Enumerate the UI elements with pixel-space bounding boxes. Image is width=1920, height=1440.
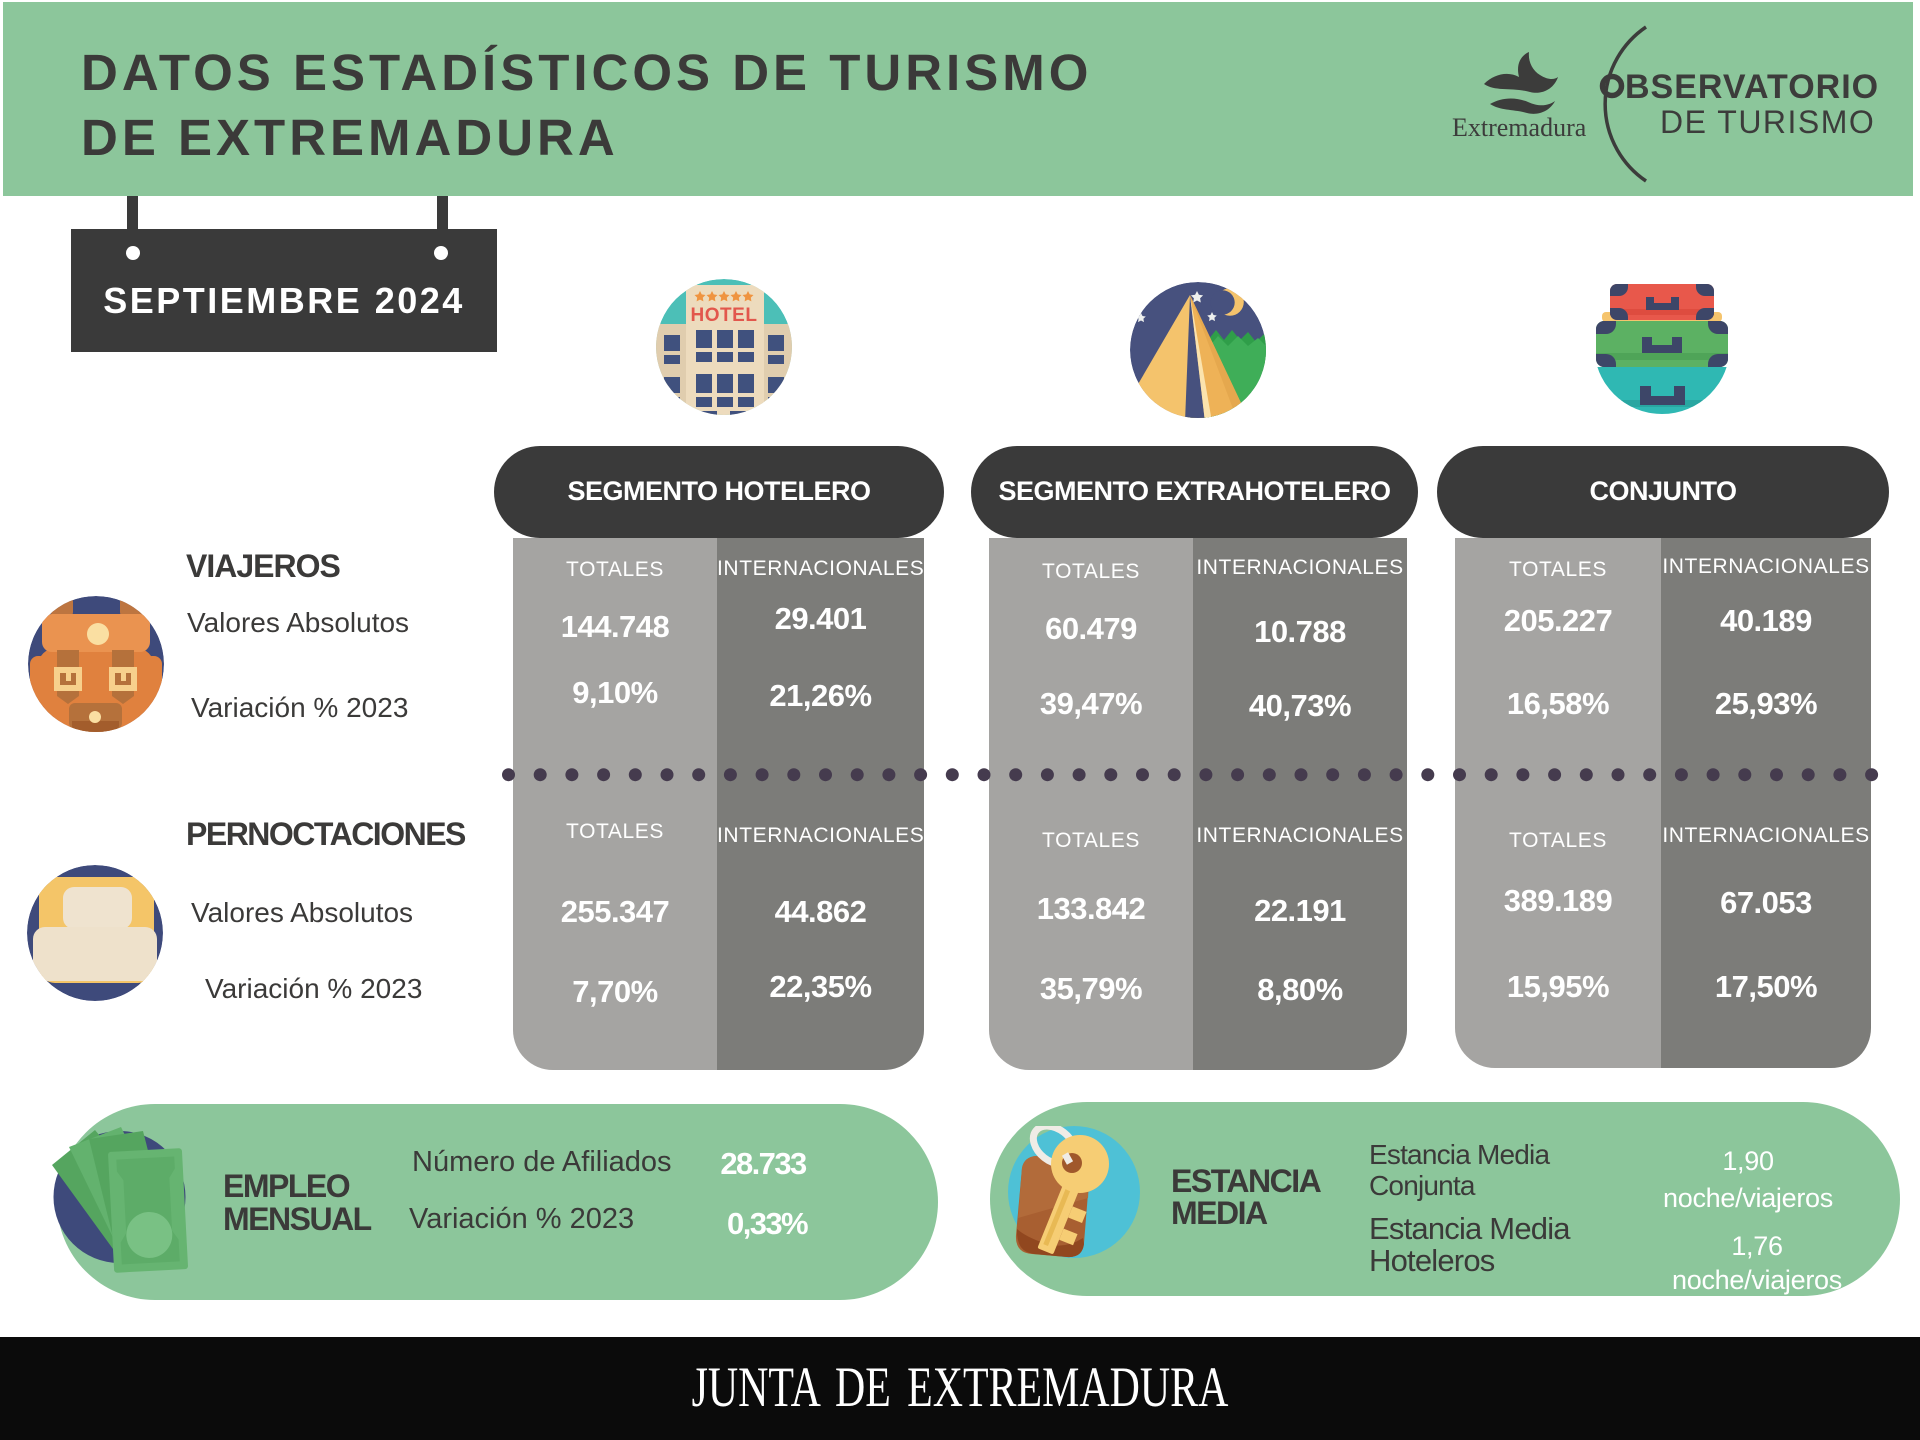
svg-text:BSERVATORIO: BSERVATORIO xyxy=(1625,68,1879,106)
svg-text:HOTEL: HOTEL xyxy=(691,305,758,326)
svg-text:DE TURISMO: DE TURISMO xyxy=(1660,104,1875,140)
